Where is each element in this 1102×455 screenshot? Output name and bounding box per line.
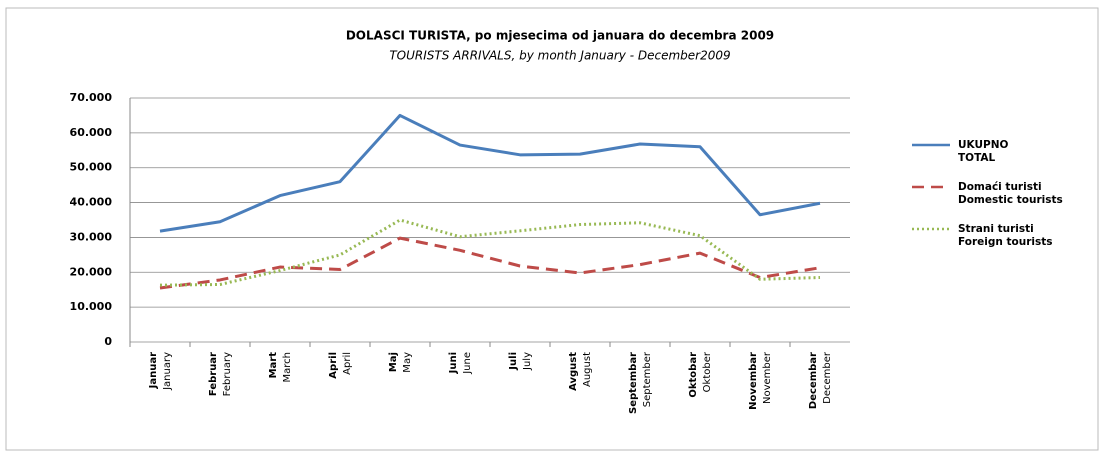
legend-label: UKUPNO	[958, 139, 1008, 151]
legend-label: Domaći turisti	[958, 181, 1042, 193]
x-tick-label: Mart	[268, 352, 279, 379]
x-tick-label: April	[342, 352, 353, 375]
x-tick-label: Juni	[448, 352, 459, 374]
chart-frame	[5, 7, 1099, 451]
x-tick-label: March	[282, 352, 293, 382]
y-tick-label: 60.000	[70, 126, 113, 139]
x-tick-label: June	[462, 352, 473, 375]
y-tick-label: 50.000	[70, 161, 113, 174]
x-tick-label: July	[522, 352, 533, 371]
x-tick-label: Juli	[508, 352, 519, 371]
y-tick-label: 70.000	[70, 91, 113, 104]
legend-label: Strani turisti	[958, 223, 1034, 235]
y-tick-label: 0	[104, 335, 112, 348]
y-tick-label: 20.000	[70, 265, 113, 278]
legend-label: Domestic tourists	[958, 194, 1063, 206]
x-tick-label: Oktober	[702, 351, 713, 392]
x-tick-label: November	[762, 351, 773, 404]
chart-subtitle: TOURISTS ARRIVALS, by month January - De…	[389, 49, 730, 63]
x-tick-label: Oktobar	[688, 352, 699, 398]
x-tick-label: August	[582, 352, 593, 387]
legend-label: Foreign tourists	[958, 236, 1053, 248]
x-tick-label: Septembar	[628, 352, 639, 414]
x-tick-label: May	[402, 352, 413, 373]
x-tick-label: Februar	[208, 352, 219, 396]
legend-label: TOTAL	[958, 152, 996, 164]
x-tick-label: February	[222, 352, 233, 396]
x-tick-label: December	[822, 351, 833, 404]
y-tick-label: 30.000	[70, 230, 113, 243]
x-tick-label: April	[328, 352, 339, 379]
x-tick-label: September	[642, 351, 653, 407]
x-tick-label: Januar	[148, 352, 159, 389]
series-line	[159, 113, 821, 233]
series-line	[159, 218, 821, 287]
x-tick-label: Novembar	[748, 352, 759, 410]
x-tick-label: January	[162, 352, 173, 391]
x-tick-label: Maj	[388, 352, 399, 372]
x-tick-label: Avgust	[568, 352, 579, 391]
x-tick-label: Decembar	[808, 352, 819, 409]
y-tick-label: 40.000	[70, 196, 113, 209]
y-tick-label: 10.000	[70, 300, 113, 313]
chart-title: DOLASCI TURISTA, po mjesecima od januara…	[346, 29, 774, 43]
